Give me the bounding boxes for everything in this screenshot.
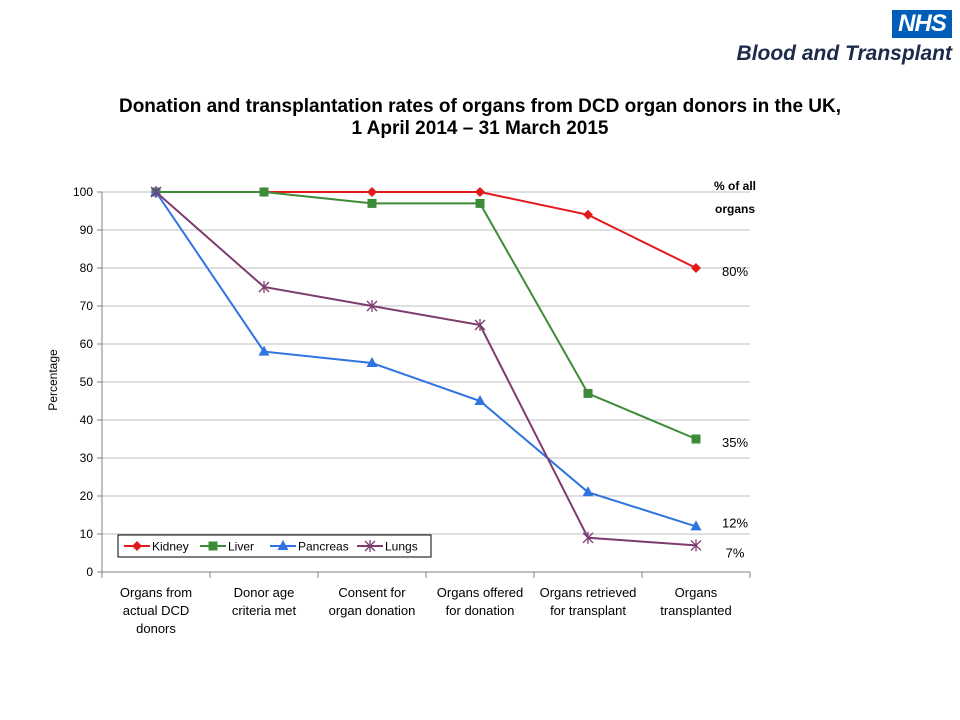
legend: Kidney Liver Pancreas Lungs	[117, 534, 432, 558]
data-point	[366, 357, 378, 367]
y-tick-label: 90	[80, 223, 94, 237]
x-tick-label: Organs from	[120, 585, 192, 600]
end-labels-header: % of all	[714, 179, 756, 193]
x-tick-label: Organs offered	[437, 585, 523, 600]
data-point	[691, 434, 701, 444]
data-point	[690, 520, 702, 531]
data-point	[366, 300, 378, 312]
y-tick-label: 10	[80, 527, 94, 541]
series-lungs	[150, 186, 702, 552]
chart-title-line-1: Donation and transplantation rates of or…	[118, 96, 842, 117]
nhs-badge: NHS	[892, 10, 952, 38]
x-tick-labels: Organs from actual DCD donors Donor age crit…	[101, 572, 751, 636]
x-tick-label: actual DCD	[123, 603, 189, 618]
y-tick-labels: 0 10 20 30 40 50 60 70 80 90 100	[73, 185, 102, 579]
data-point	[691, 263, 701, 273]
data-point	[259, 187, 269, 197]
y-tick-label: 70	[80, 299, 94, 313]
y-tick-label: 100	[73, 185, 93, 199]
y-tick-label: 60	[80, 337, 94, 351]
legend-item-pancreas: Pancreas	[270, 540, 349, 554]
legend-label: Liver	[228, 540, 254, 554]
series-line-liver	[156, 191, 697, 440]
end-label: 80%	[722, 264, 748, 279]
end-label: 7%	[726, 545, 745, 560]
y-tick-label: 0	[86, 565, 93, 579]
x-tick-label: Donor age	[234, 585, 295, 600]
end-label: 12%	[722, 515, 748, 530]
data-point	[583, 388, 593, 398]
data-point	[582, 531, 594, 544]
legend-label: Pancreas	[298, 540, 349, 554]
data-point	[474, 319, 486, 331]
x-tick-label: Organs	[675, 585, 718, 600]
data-point	[132, 541, 142, 551]
end-label: 35%	[722, 435, 748, 450]
legend-label: Kidney	[152, 540, 189, 554]
data-point	[208, 541, 218, 551]
data-point	[583, 209, 593, 220]
data-point	[258, 345, 270, 356]
y-tick-label: 40	[80, 413, 94, 427]
series-line-pancreas	[155, 191, 697, 528]
x-tick-label: donors	[136, 621, 176, 636]
y-tick-label: 80	[80, 261, 94, 275]
data-point	[475, 187, 485, 197]
y-tick-label: 20	[80, 489, 94, 503]
data-point	[582, 486, 594, 497]
data-point	[258, 281, 270, 293]
x-tick-label: Organs retrieved	[540, 585, 637, 600]
end-labels: % of all organs 80% 35% 12% 7%	[714, 179, 756, 560]
data-point	[690, 539, 702, 552]
data-point	[474, 395, 486, 405]
series-pancreas	[150, 186, 702, 531]
gridlines	[102, 191, 750, 535]
data-point	[367, 198, 377, 208]
legend-item-liver: Liver	[200, 540, 254, 554]
legend-item-lungs: Lungs	[357, 540, 418, 554]
data-point	[364, 540, 376, 552]
series-line-lungs	[155, 191, 697, 547]
organisation-name: Blood and Transplant	[736, 42, 952, 65]
x-tick-label: criteria met	[232, 603, 297, 618]
data-point	[277, 540, 289, 550]
x-tick-label: Consent for	[338, 585, 406, 600]
end-labels-header: organs	[715, 202, 755, 216]
x-tick-label: for donation	[446, 603, 515, 618]
legend-label: Lungs	[385, 540, 418, 554]
data-point	[367, 187, 377, 197]
chart-title-line-2: 1 April 2014 – 31 March 2015	[351, 118, 609, 139]
x-tick-label: for transplant	[550, 603, 626, 618]
y-tick-label: 50	[80, 375, 94, 389]
y-axis-title: Percentage	[46, 349, 60, 411]
x-tick-label: transplanted	[660, 603, 732, 618]
legend-item-kidney: Kidney	[124, 540, 189, 554]
x-tick-label: organ donation	[329, 603, 416, 618]
nhsbt-logo: NHS Blood and Transplant	[737, 10, 952, 65]
data-point	[475, 198, 485, 208]
data-point	[150, 186, 162, 198]
y-tick-label: 30	[80, 451, 94, 465]
